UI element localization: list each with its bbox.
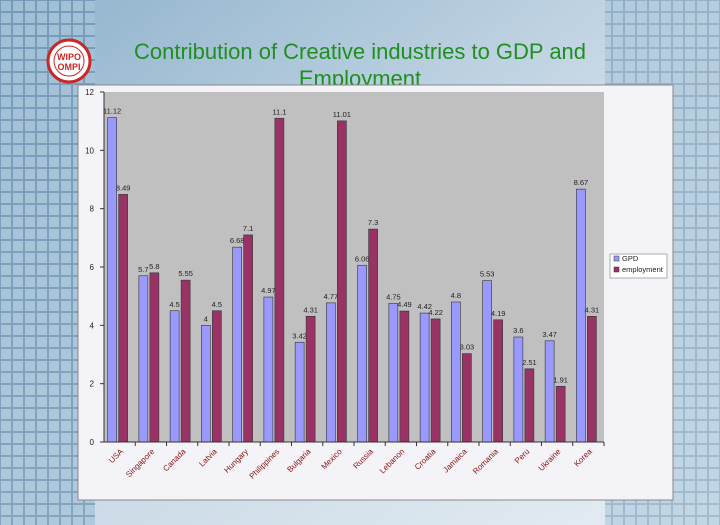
series-employment: 8.49 5.8 5.55 4.5 7.1 11.1 4.31 11.01 7.3 4.49 4.2… <box>116 107 600 443</box>
bar-employment <box>493 319 503 443</box>
data-label: 5.8 <box>149 262 159 271</box>
y-tick-label: 0 <box>90 438 95 447</box>
bar-gpd <box>576 188 586 443</box>
bar-gpd <box>451 301 461 443</box>
y-tick-label: 12 <box>85 88 94 97</box>
bar-employment <box>212 310 222 443</box>
bar-employment <box>430 318 441 443</box>
bar-gpd <box>544 340 555 443</box>
bar-gpd <box>263 296 274 443</box>
data-label: 4.42 <box>417 302 432 311</box>
bar-gpd <box>169 310 180 443</box>
data-label: 4.49 <box>397 300 412 309</box>
y-tick-label: 6 <box>90 263 95 272</box>
bar-gpd <box>232 246 242 443</box>
data-label: 1.91 <box>553 375 568 384</box>
svg-text:WIPO: WIPO <box>57 52 81 62</box>
bar-employment <box>118 194 128 443</box>
data-label: 6.06 <box>355 254 370 263</box>
bar-employment <box>337 120 347 443</box>
legend-swatch-employment <box>613 266 620 273</box>
bar-employment <box>587 315 597 443</box>
data-label: 6.68 <box>230 236 245 245</box>
bar-employment <box>243 234 253 443</box>
y-axis: 0 2 4 6 8 10 12 <box>85 88 105 447</box>
data-label: 4.8 <box>451 291 461 300</box>
bar-employment <box>149 272 160 443</box>
bar-employment <box>368 228 378 443</box>
bar-gpd <box>482 280 492 443</box>
data-label: 5.7 <box>138 265 148 274</box>
bar-gpd <box>513 336 524 443</box>
data-label: 4.19 <box>491 309 506 318</box>
data-label: 4.75 <box>386 292 401 301</box>
data-label: 4.5 <box>212 300 222 309</box>
bar-gpd <box>138 275 149 443</box>
data-label: 4.97 <box>261 286 276 295</box>
y-tick-label: 4 <box>90 321 95 330</box>
data-label: 3.6 <box>513 326 523 335</box>
data-label: 11.12 <box>103 107 121 116</box>
data-label: 8.67 <box>574 178 589 187</box>
data-label: 2.51 <box>522 358 537 367</box>
bar-employment <box>274 117 285 443</box>
y-tick-label: 8 <box>90 205 95 214</box>
data-label: 11.1 <box>272 107 286 116</box>
data-label: 3.03 <box>460 343 475 352</box>
data-label: 5.53 <box>480 270 495 279</box>
bar-gpd <box>201 325 211 443</box>
bar-employment <box>555 385 566 443</box>
data-label: 7.1 <box>243 224 253 233</box>
bar-gpd <box>326 302 336 443</box>
bar-series: 11.12 5.7 4.5 4 6.68 4.97 3.42 4.77 6.06 4.75 4.42… <box>103 107 600 443</box>
data-label: 7.3 <box>368 218 378 227</box>
bar-gpd <box>388 303 399 443</box>
data-label: 4.77 <box>324 292 339 301</box>
data-label: 4.31 <box>303 305 318 314</box>
bar-gpd <box>419 312 430 443</box>
bar-employment <box>305 315 316 443</box>
bar-employment <box>399 310 410 443</box>
y-tick-label: 10 <box>85 146 94 155</box>
data-label: 8.49 <box>116 183 131 192</box>
legend-box <box>609 253 668 279</box>
svg-text:OMPI: OMPI <box>57 62 80 72</box>
y-tick-label: 2 <box>90 380 95 389</box>
bar-employment <box>524 368 535 443</box>
data-label: 5.55 <box>178 269 193 278</box>
wipo-logo: WIPO OMPI <box>46 38 92 84</box>
data-label: 3.47 <box>542 330 557 339</box>
bar-employment <box>180 279 191 443</box>
data-label: 11.01 <box>333 110 351 119</box>
data-label: 4 <box>204 314 208 323</box>
data-label: 3.42 <box>292 331 307 340</box>
legend-swatch-gpd <box>613 255 620 262</box>
legend-label-employment: employment <box>622 265 664 274</box>
series-gpd: 11.12 5.7 4.5 4 6.68 4.97 3.42 4.77 6.06 4.75 4.42… <box>103 107 589 443</box>
data-label: 4.5 <box>169 300 179 309</box>
legend-label-gpd: GPD <box>622 254 639 263</box>
chart-legend: GPD employment <box>609 253 668 279</box>
bar-gpd <box>107 117 117 443</box>
bar-gpd <box>294 341 305 443</box>
data-label: 4.22 <box>428 308 443 317</box>
data-label: 4.31 <box>585 305 600 314</box>
slide-title: Contribution of Creative industries to G… <box>133 39 587 91</box>
bar-gpd <box>357 264 367 443</box>
bar-employment <box>462 353 472 443</box>
